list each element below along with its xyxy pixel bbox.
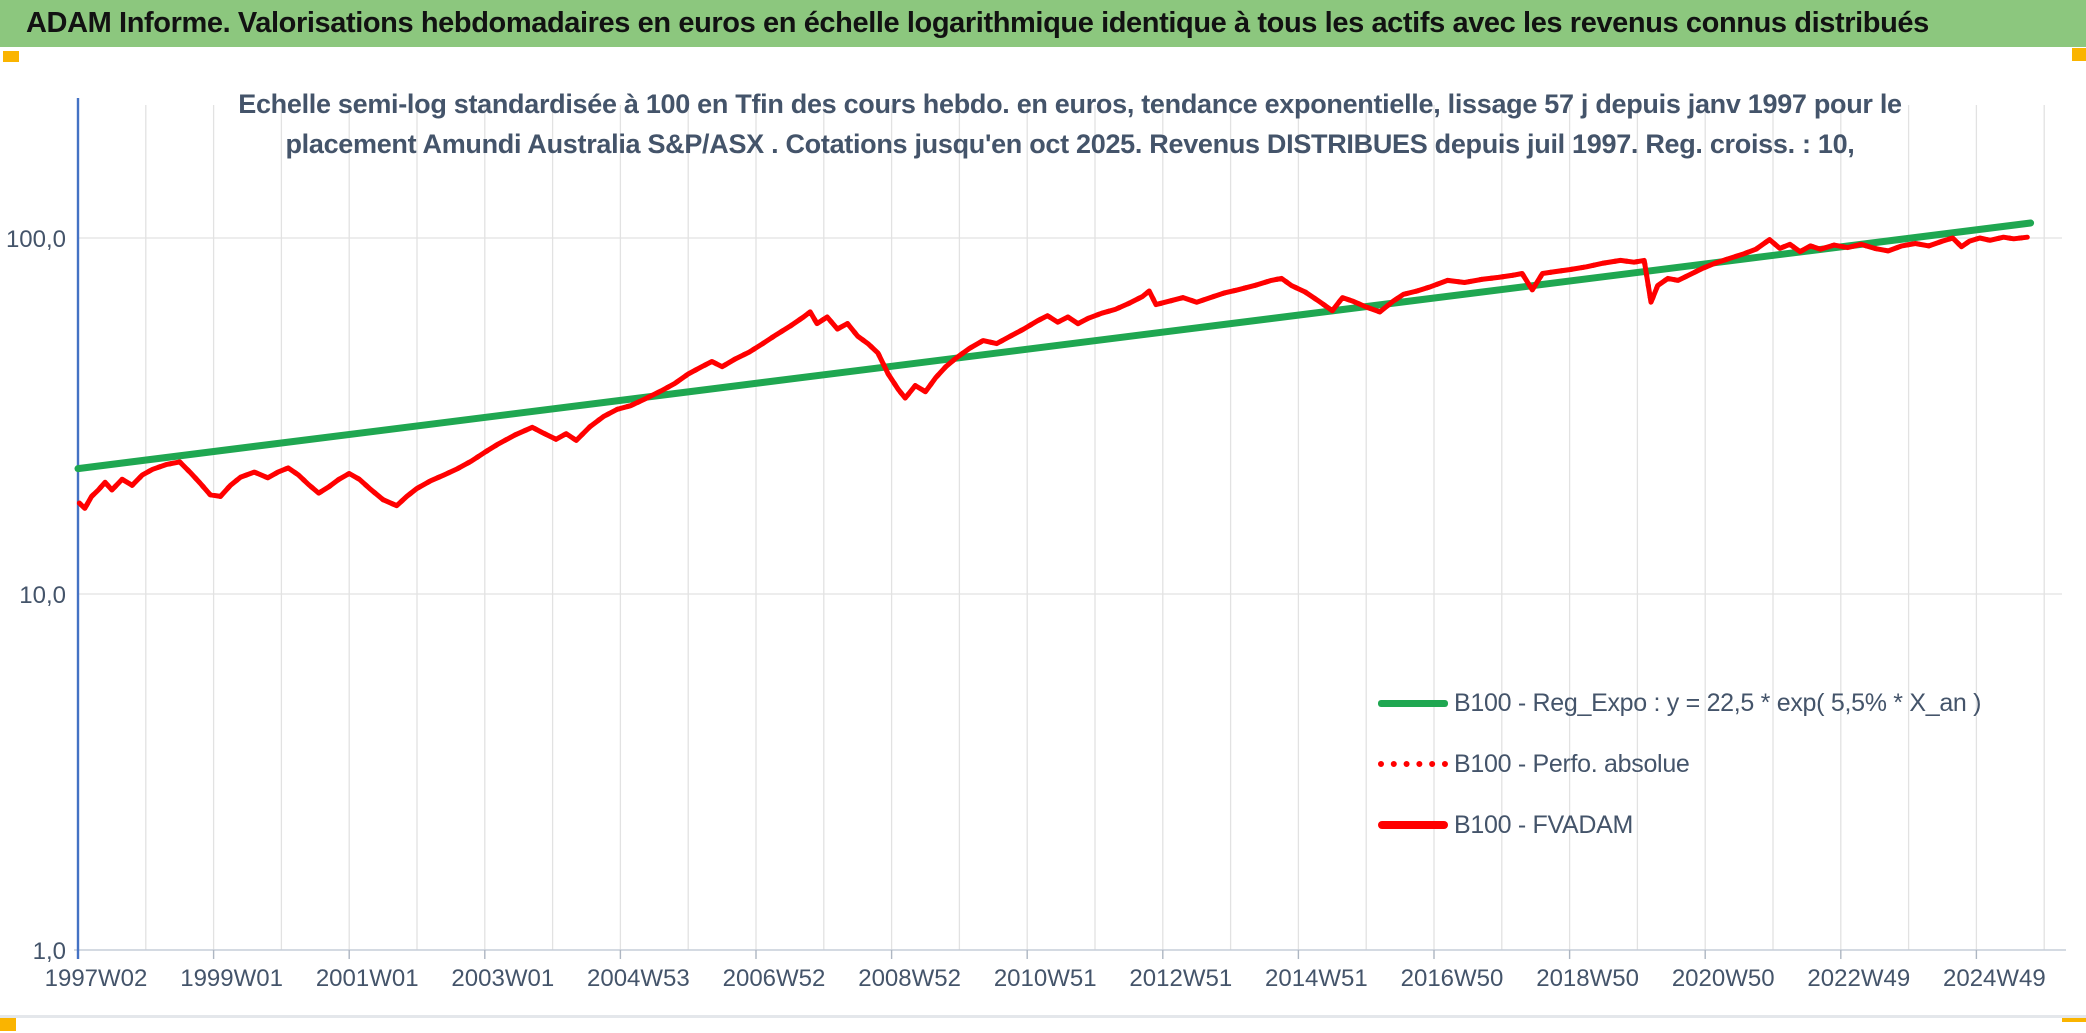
banner-title: ADAM Informe. Valorisations hebdomadaire… [26,7,1929,39]
y-tick-label: 1,0 [33,938,66,965]
axes [74,98,2066,959]
series-line-2 [76,234,2030,511]
legend-label-reg-expo: B100 - Reg_Expo : y = 22,5 * exp( 5,5% *… [1454,688,1982,717]
x-tick-label: 2010W51 [994,965,1097,992]
legend-item-fvadam[interactable]: B100 - FVADAM [1378,810,1981,840]
chart-title-line2: placement Amundi Australia S&P/ASX . Cot… [285,129,1855,159]
x-tick-label: 1999W01 [180,965,283,992]
y-tick-label: 100,0 [6,226,66,253]
green-line-swatch [1378,699,1448,707]
legend-label-fvadam: B100 - FVADAM [1454,810,1634,839]
red-line-swatch [1378,821,1448,829]
x-tick-label: 2001W01 [316,965,419,992]
legend-label-perfo-absolue: B100 - Perfo. absolue [1454,749,1690,778]
x-tick-label: 2014W51 [1265,965,1368,992]
series-line-1 [76,234,2030,511]
sheet-row-divider [0,1015,2086,1018]
gold-accent-top-left [3,51,19,62]
x-tick-label: 2008W52 [858,965,961,992]
x-tick-label: 2022W49 [1807,965,1910,992]
chart-title-line1: Echelle semi-log standardisée à 100 en T… [238,89,1902,119]
series-line-0 [74,219,2035,473]
x-tick-label: 2012W51 [1129,965,1232,992]
x-tick-label: 2004W53 [587,965,690,992]
y-tick-label: 10,0 [19,582,66,609]
x-tick-label: 2024W49 [1943,965,2046,992]
red-dotted-line-swatch [1378,761,1448,767]
banner: ADAM Informe. Valorisations hebdomadaire… [0,0,2086,47]
chart-title: Echelle semi-log standardisée à 100 en T… [170,84,1970,164]
x-tick-label: 1997W02 [45,965,148,992]
legend-item-reg-expo[interactable]: B100 - Reg_Expo : y = 22,5 * exp( 5,5% *… [1378,688,1982,718]
x-tick-label: 2016W50 [1401,965,1504,992]
x-tick-label: 2006W52 [723,965,826,992]
gold-accent-top-right [2072,48,2086,61]
gridlines [78,105,2062,950]
legend: B100 - Reg_Expo : y = 22,5 * exp( 5,5% *… [1378,688,1982,840]
x-tick-label: 2003W01 [451,965,554,992]
gold-accent-bottom-left [0,1018,16,1031]
x-tick-label: 2018W50 [1536,965,1639,992]
chart-area: 100,0 10,0 1,0 1997W02 1999W01 2001W01 2003W01… [0,62,2086,1015]
legend-item-perfo-absolue[interactable]: B100 - Perfo. absolue [1378,749,1981,779]
x-tick-label: 2020W50 [1672,965,1775,992]
